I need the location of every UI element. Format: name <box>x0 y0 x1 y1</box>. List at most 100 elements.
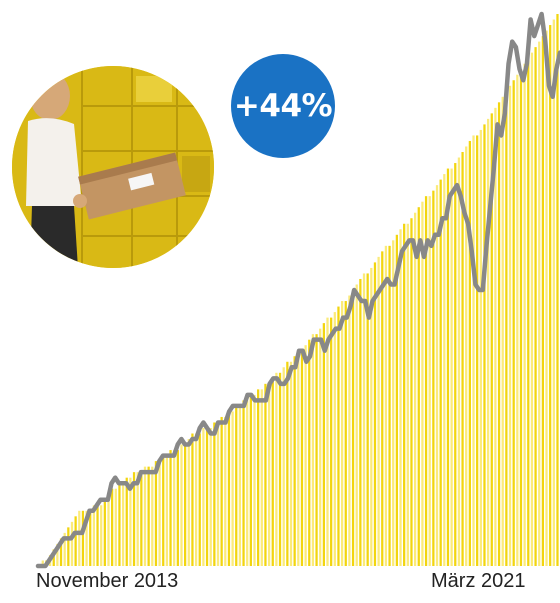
bar <box>176 450 179 566</box>
bar <box>530 52 534 566</box>
bar <box>194 433 198 566</box>
bar <box>556 14 559 566</box>
bar <box>59 538 63 566</box>
bar <box>293 356 296 566</box>
bar <box>541 36 545 566</box>
bar <box>238 405 242 566</box>
bar <box>103 499 106 566</box>
bar <box>552 19 555 566</box>
growth-badge: +44% <box>231 54 335 158</box>
bar <box>118 483 121 566</box>
bar <box>67 527 70 566</box>
bar <box>472 135 475 566</box>
bar <box>114 488 117 566</box>
bar <box>96 505 99 566</box>
bar <box>538 41 541 567</box>
bar <box>384 245 388 566</box>
bar <box>63 532 66 566</box>
bar <box>289 361 293 566</box>
bar <box>56 543 59 566</box>
bar <box>246 400 249 566</box>
bar <box>162 455 165 566</box>
bar <box>348 295 351 566</box>
bar <box>443 174 446 566</box>
bar <box>129 477 132 566</box>
bar <box>355 284 358 566</box>
bar <box>392 240 395 566</box>
bar <box>70 521 74 566</box>
bar <box>154 461 158 566</box>
bar <box>180 444 183 566</box>
bar <box>158 461 161 566</box>
bar <box>191 433 194 566</box>
bar <box>494 107 497 566</box>
bar <box>140 472 143 566</box>
bar <box>85 510 88 566</box>
bar <box>300 350 304 566</box>
bar <box>92 505 96 566</box>
bar <box>165 455 169 566</box>
bar <box>231 411 234 566</box>
bar <box>468 140 471 566</box>
x-axis-end-label: März 2021 <box>431 570 526 592</box>
bar <box>359 278 362 566</box>
bar <box>209 428 212 566</box>
bar <box>534 47 537 567</box>
bar <box>187 439 190 566</box>
bar <box>519 69 523 566</box>
bar <box>351 290 355 566</box>
bar <box>136 472 139 566</box>
bar <box>461 152 464 566</box>
bar <box>213 422 216 566</box>
bar <box>501 96 504 567</box>
bar-series <box>41 14 559 567</box>
bar <box>399 229 402 566</box>
bar <box>395 234 398 567</box>
bar <box>257 389 260 566</box>
bar <box>107 494 110 566</box>
parcel-locker-photo <box>12 66 214 268</box>
bar <box>286 361 289 566</box>
bar <box>421 201 424 566</box>
bar <box>125 477 128 566</box>
bar <box>344 301 347 566</box>
bar <box>78 510 81 566</box>
bar <box>486 118 490 566</box>
bar <box>205 428 209 566</box>
bar <box>249 394 252 566</box>
bar <box>370 267 373 566</box>
bar <box>278 372 282 566</box>
bar <box>476 135 479 566</box>
bar <box>308 339 311 566</box>
bar <box>267 383 271 566</box>
bar <box>516 74 519 566</box>
bar <box>428 196 431 566</box>
bar <box>454 163 457 567</box>
bar <box>366 273 369 566</box>
bar <box>497 102 501 566</box>
bar <box>297 350 300 566</box>
bar <box>304 345 307 566</box>
bar <box>450 168 453 566</box>
bar <box>439 179 442 566</box>
bar <box>333 312 336 566</box>
bar <box>403 223 406 566</box>
bar <box>202 428 205 566</box>
bar <box>505 91 508 566</box>
bar <box>216 422 220 566</box>
bar <box>373 262 377 566</box>
bar <box>523 63 526 567</box>
bar <box>100 505 103 566</box>
x-axis-start-label: November 2013 <box>36 570 179 592</box>
bar <box>479 129 482 567</box>
bar <box>111 488 114 566</box>
bar <box>198 433 201 566</box>
bar <box>483 124 486 567</box>
bar <box>271 378 274 566</box>
bar <box>545 30 548 567</box>
bar <box>432 190 435 566</box>
bar <box>121 483 125 566</box>
bar <box>340 301 344 566</box>
bar <box>52 549 55 566</box>
